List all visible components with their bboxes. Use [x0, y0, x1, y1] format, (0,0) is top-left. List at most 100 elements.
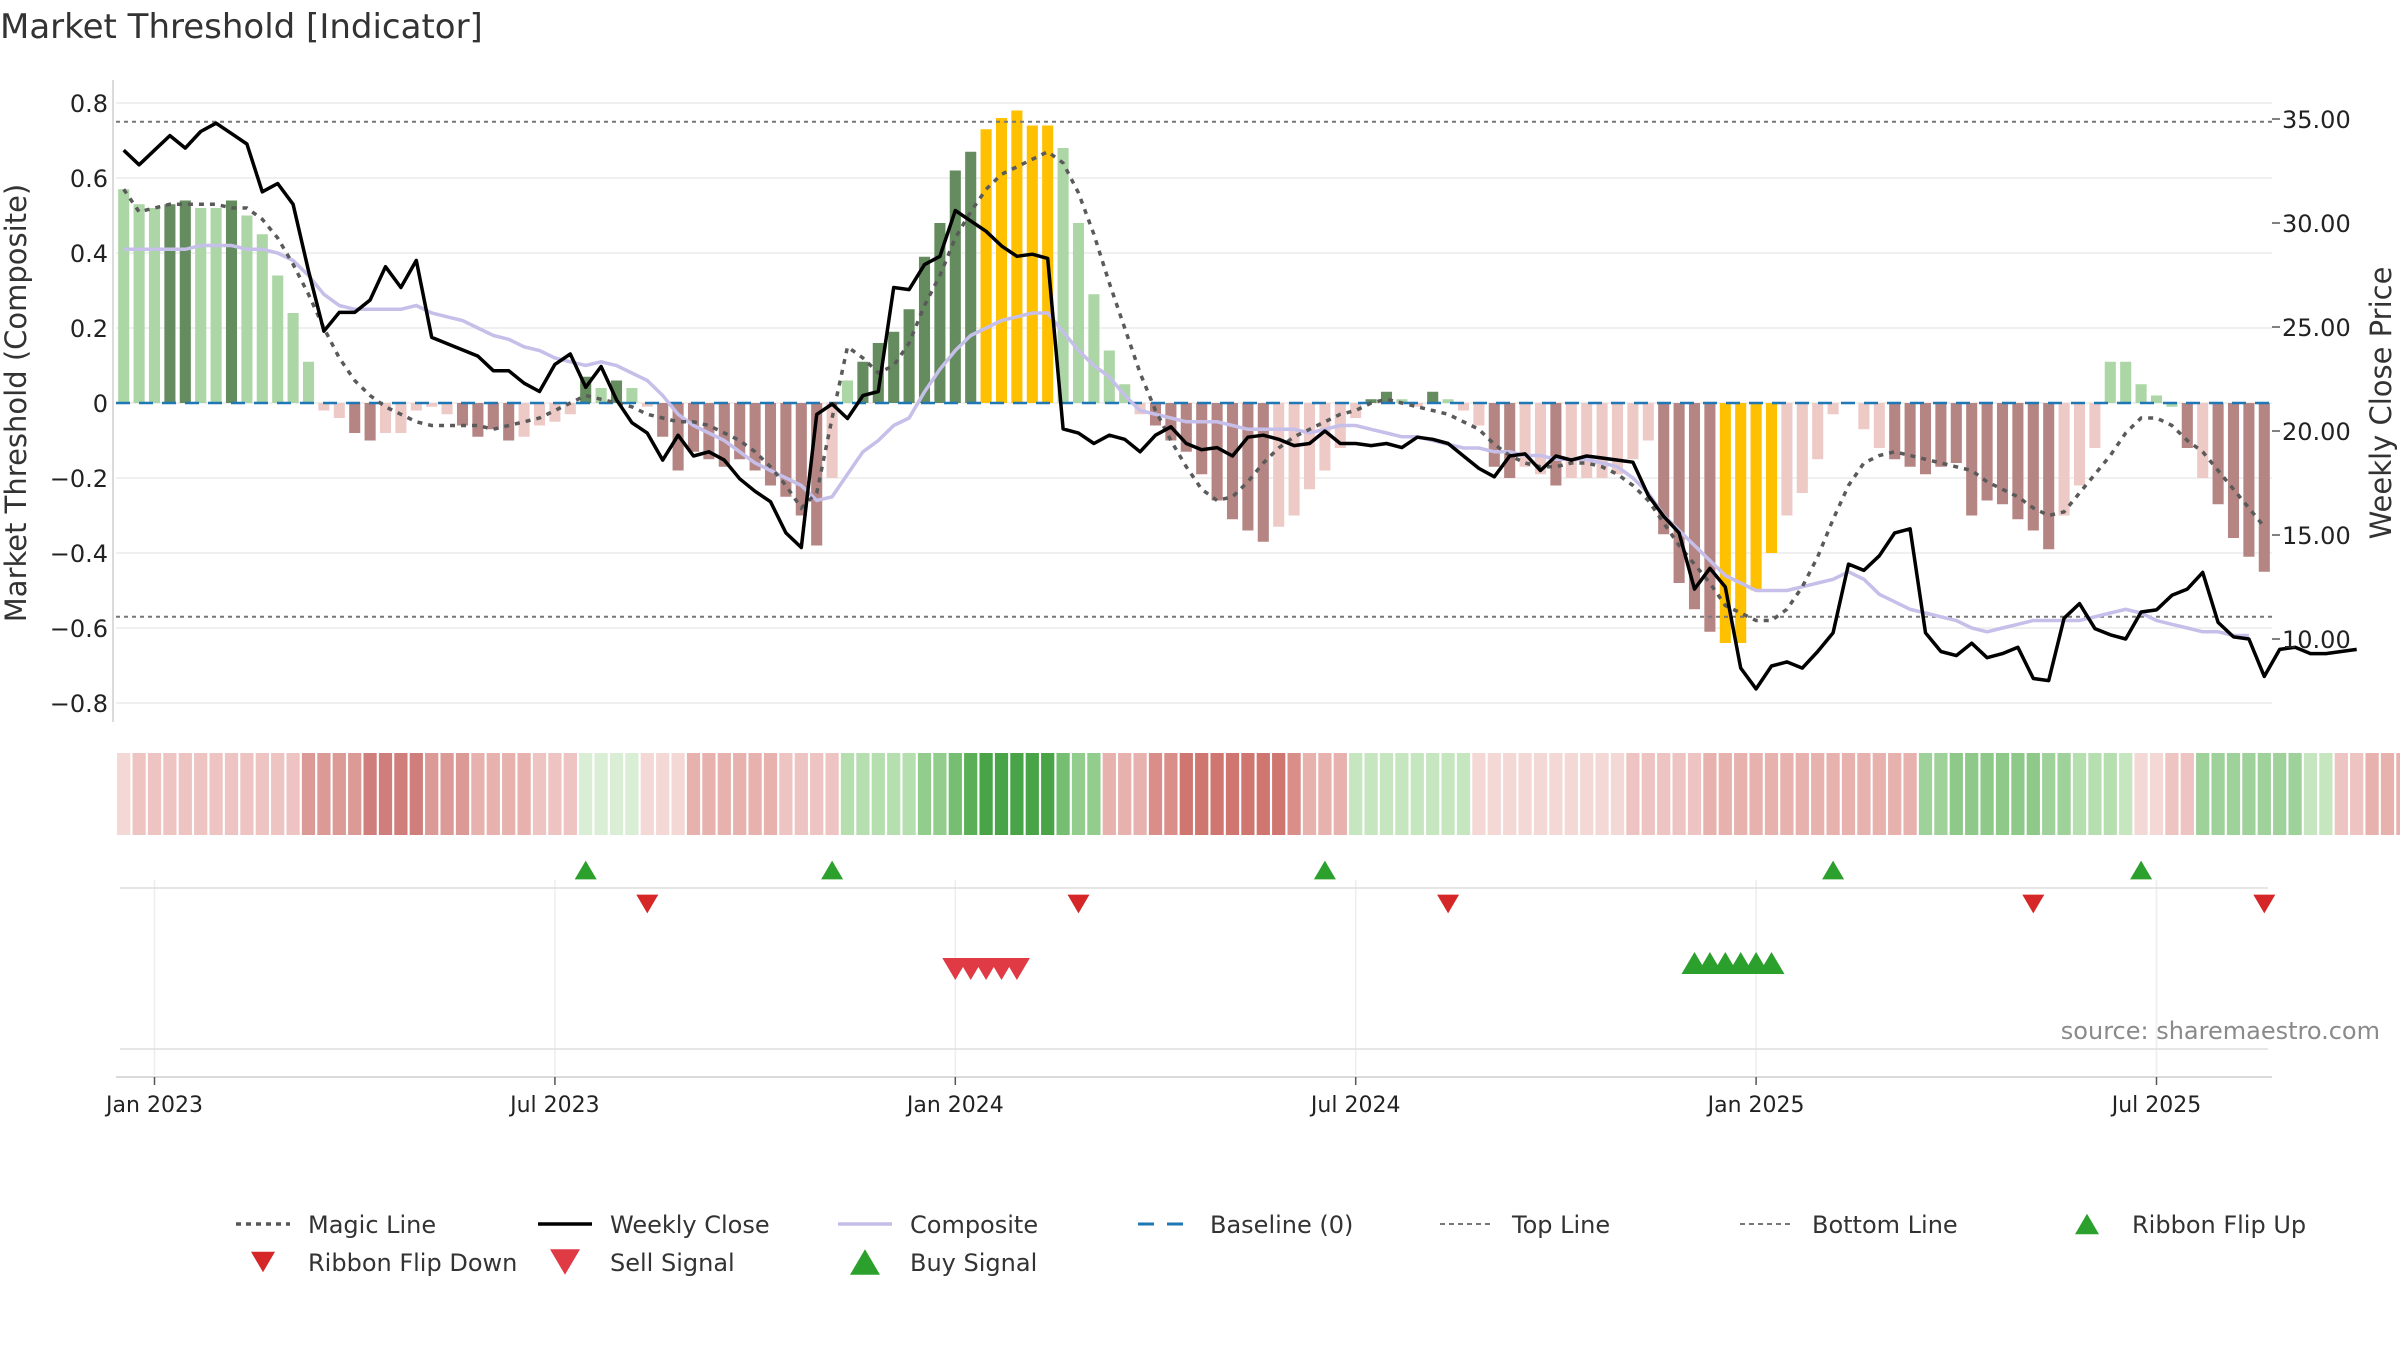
grid-layer: [112, 80, 2272, 1075]
y2-axis-label: Weekly Close Price: [2364, 267, 2398, 540]
source-attribution: source: sharemaestro.com: [2061, 1017, 2380, 1045]
composite-bar: [1534, 403, 1547, 475]
ribbon-cell: [240, 753, 254, 835]
ribbon-cell: [964, 753, 978, 835]
ribbon-cell: [1564, 753, 1578, 835]
ribbon-cell: [625, 753, 639, 835]
x-tick-label: Jul 2023: [508, 1093, 600, 1118]
ribbon-cell: [1041, 753, 1055, 835]
composite-bar: [1350, 403, 1362, 418]
ribbon-cell: [2196, 753, 2210, 835]
composite-bar: [2104, 361, 2116, 403]
composite-bar: [1781, 403, 1793, 516]
ribbon-cell: [1164, 753, 1178, 835]
ribbon-cell: [2257, 753, 2271, 835]
composite-bar: [1319, 403, 1331, 471]
ribbon-cell: [948, 753, 962, 835]
ribbon-cell: [1811, 753, 1825, 835]
ribbon-cell: [255, 753, 269, 835]
composite-bar: [1904, 403, 1916, 467]
composite-bar: [333, 403, 345, 418]
ribbon-cell: [2380, 753, 2395, 835]
composite-bar: [1288, 403, 1300, 516]
ribbon-cell: [1903, 753, 1917, 835]
composite-bar: [1303, 403, 1316, 490]
composite-bar: [2120, 361, 2132, 403]
composite-bar: [241, 215, 253, 403]
ribbon-cell: [2273, 753, 2287, 835]
ribbon-cell: [2334, 753, 2348, 835]
composite-bar: [2150, 395, 2163, 403]
legend-label: Sell Signal: [610, 1249, 735, 1277]
ribbon-cell: [2303, 753, 2318, 835]
y2-tick-label: 10.00: [2282, 626, 2351, 654]
composite-bar: [564, 403, 576, 415]
composite-bar: [1365, 399, 1377, 403]
composite-bar: [1072, 223, 1085, 403]
ribbon-cell: [1210, 753, 1224, 835]
legend-label: Top Line: [1511, 1211, 1610, 1239]
composite-bar: [595, 388, 607, 403]
ribbon-cell: [594, 753, 608, 835]
ribbon-flip-up-marker: [821, 860, 844, 880]
ribbon-cell: [810, 753, 824, 835]
ribbon-cell: [1580, 753, 1594, 835]
ribbon-cell: [2180, 753, 2194, 835]
composite-bar: [2212, 403, 2224, 505]
ribbon-cell: [933, 753, 947, 835]
legend-item: Bottom Line: [1740, 1211, 1958, 1239]
ribbon-cell: [548, 753, 562, 835]
ribbon-cell: [1533, 753, 1548, 835]
composite-bar: [1796, 403, 1808, 493]
composite-bar: [1504, 403, 1516, 478]
ribbon-cell: [517, 753, 531, 835]
composite-bar: [395, 403, 407, 433]
lines-layer: [116, 120, 2357, 691]
ribbon-cell: [686, 753, 701, 835]
composite-bar: [1688, 403, 1701, 610]
composite-bar: [734, 403, 746, 460]
ribbon-flip-down-marker: [636, 894, 659, 914]
ribbon-cell: [1657, 753, 1671, 835]
composite-bar: [2197, 403, 2209, 478]
legend-item: Composite: [838, 1211, 1038, 1239]
composite-bar: [1565, 403, 1577, 478]
ribbon-cell: [1626, 753, 1640, 835]
ribbon-cell: [1826, 753, 1840, 835]
composite-bar: [749, 403, 761, 471]
ribbon-cell: [2288, 753, 2302, 835]
ribbon-cell: [2165, 753, 2179, 835]
ribbon-cell: [378, 753, 393, 835]
legend-item: Top Line: [1440, 1211, 1610, 1239]
composite-bar: [2027, 403, 2039, 531]
x-tick-label: Jul 2025: [2110, 1093, 2202, 1118]
ribbon-cell: [840, 753, 855, 835]
y2-tick-label: 35.00: [2282, 106, 2351, 134]
composite-bar: [1981, 403, 1993, 501]
composite-bar: [2043, 403, 2055, 550]
legend-swatch: [2075, 1213, 2099, 1235]
composite-bar: [1226, 403, 1239, 520]
composite-bar: [1257, 403, 1269, 542]
ribbon-cell: [902, 753, 916, 835]
ribbon-cell: [1641, 753, 1655, 835]
y-tick-label: 0.6: [70, 165, 108, 193]
ribbon-cell: [1472, 753, 1486, 835]
composite-bar: [1719, 403, 1731, 643]
composite-bar: [1735, 403, 1747, 643]
ribbon-cell: [1672, 753, 1686, 835]
composite-bar: [1627, 403, 1639, 460]
ribbon-cell: [2242, 753, 2256, 835]
magic-line: [122, 149, 2266, 623]
y-tick-label: −0.8: [50, 690, 108, 718]
ribbon-cell: [2088, 753, 2102, 835]
y2-tick-label: 20.00: [2282, 418, 2351, 446]
composite-bar: [225, 200, 238, 403]
ribbon-cell: [209, 753, 223, 835]
composite-bar: [364, 403, 376, 441]
ribbon-cell: [409, 753, 423, 835]
x-tick-label: Jan 2024: [905, 1093, 1004, 1118]
ribbon-cell: [1841, 753, 1856, 835]
composite-bar: [918, 256, 931, 403]
